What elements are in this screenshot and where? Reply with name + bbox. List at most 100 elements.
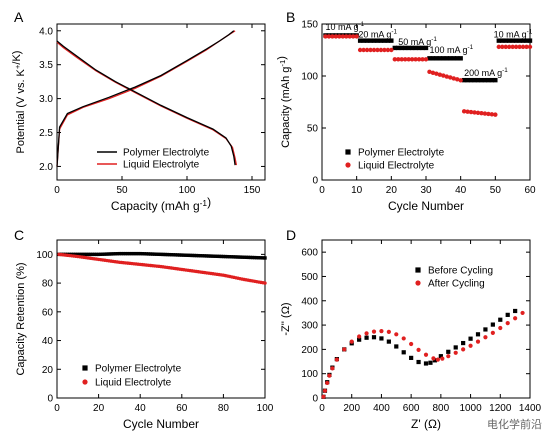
data-point: [178, 253, 182, 257]
data-point: [409, 57, 415, 62]
data-point: [321, 394, 326, 399]
x-tick-label: 100: [179, 185, 196, 196]
data-point: [503, 44, 508, 50]
y-axis-label: Potential (V vs. K+/K): [11, 51, 27, 154]
data-point: [364, 38, 370, 43]
data-point: [493, 112, 498, 117]
data-point: [322, 388, 328, 393]
data-point: [389, 47, 394, 53]
data-point: [375, 47, 380, 53]
y-axis-label: Capacity Retention (%): [15, 262, 27, 375]
data-point: [472, 77, 477, 83]
data-point: [503, 38, 508, 43]
data-point: [200, 254, 205, 258]
y-tick-label: 400: [301, 296, 318, 307]
data-point: [325, 380, 330, 386]
data-point: [119, 251, 124, 256]
data-point: [144, 252, 149, 256]
data-point: [498, 317, 503, 322]
data-point: [527, 44, 533, 50]
y-tick-label: 0: [312, 394, 318, 405]
data-point: [428, 360, 433, 365]
data-point: [500, 38, 505, 43]
data-point: [437, 56, 443, 61]
data-point: [371, 47, 377, 53]
data-point: [227, 255, 232, 259]
data-point: [134, 251, 138, 256]
data-point: [146, 252, 151, 256]
panel-letter: C: [14, 227, 24, 243]
data-point: [403, 45, 408, 51]
x-axis-label: Cycle Number: [123, 417, 199, 431]
data-point: [468, 109, 474, 115]
x-tick-label: 40: [455, 185, 467, 196]
data-point: [371, 38, 377, 43]
data-point: [234, 255, 238, 259]
data-point: [461, 347, 466, 352]
y-tick-label: 100: [301, 369, 318, 380]
data-point: [423, 45, 429, 51]
x-tick-label: 1200: [489, 403, 512, 414]
data-point: [163, 252, 167, 257]
panel-C: 0 20 40 60 80 100 0 20 40 60 80 100 Cycle Number Capa…: [14, 227, 274, 431]
data-point: [107, 252, 111, 256]
x-tick-label: 0: [54, 403, 60, 414]
data-point: [386, 339, 391, 344]
x-tick-label: 40: [135, 403, 147, 414]
data-point: [489, 112, 495, 117]
data-point: [211, 254, 215, 258]
rate-annotation: 200 mA g-1: [464, 67, 508, 78]
data-point: [357, 47, 363, 53]
data-point: [453, 350, 458, 355]
data-point: [217, 254, 221, 259]
legend-entry: After Cycling: [428, 279, 485, 290]
data-point: [221, 254, 226, 259]
legend-entry: Polymer Electrolyte: [95, 364, 182, 375]
data-point: [364, 335, 369, 340]
data-point: [246, 255, 251, 260]
data-point: [252, 255, 257, 260]
data-point: [225, 254, 230, 259]
data-point: [396, 45, 401, 51]
data-point: [157, 252, 161, 256]
data-point: [461, 77, 467, 83]
y-tick-label: 3.5: [39, 60, 53, 71]
data-point: [451, 56, 456, 61]
data-point: [437, 72, 443, 77]
data-point: [446, 349, 451, 354]
x-axis-label: Capacity (mAh g-1): [111, 195, 211, 213]
rate-annotation: 10 mA g-1: [325, 21, 364, 32]
data-point: [142, 252, 147, 256]
data-point: [441, 56, 446, 61]
data-point: [236, 255, 240, 259]
data-point: [510, 38, 515, 43]
data-point: [490, 330, 495, 335]
data-point: [415, 267, 421, 273]
data-point: [510, 44, 515, 50]
x-tick-label: 0: [319, 185, 325, 196]
data-point: [475, 110, 481, 116]
data-point: [182, 253, 186, 257]
data-point: [96, 252, 101, 257]
data-point: [364, 47, 370, 53]
data-point: [345, 162, 351, 168]
data-point: [128, 251, 132, 256]
data-point: [496, 44, 501, 50]
x-tick-label: 400: [373, 403, 390, 414]
panel-D: 0 200 400 600 800 1000 1200 1400 0 100 200 300 400 50…: [280, 227, 542, 431]
data-point: [345, 149, 351, 155]
data-point: [409, 355, 414, 360]
y-tick-label: 60: [42, 307, 54, 318]
y-tick-label: 80: [42, 279, 54, 290]
data-point: [261, 256, 265, 260]
x-tick-label: 60: [176, 403, 188, 414]
data-point: [416, 45, 422, 51]
data-point: [392, 45, 397, 51]
data-point: [371, 329, 377, 334]
data-point: [223, 254, 228, 259]
data-point: [434, 71, 439, 76]
data-point: [126, 251, 130, 256]
data-point: [420, 45, 425, 51]
data-point: [173, 253, 178, 257]
x-tick-label: 0: [319, 403, 325, 414]
